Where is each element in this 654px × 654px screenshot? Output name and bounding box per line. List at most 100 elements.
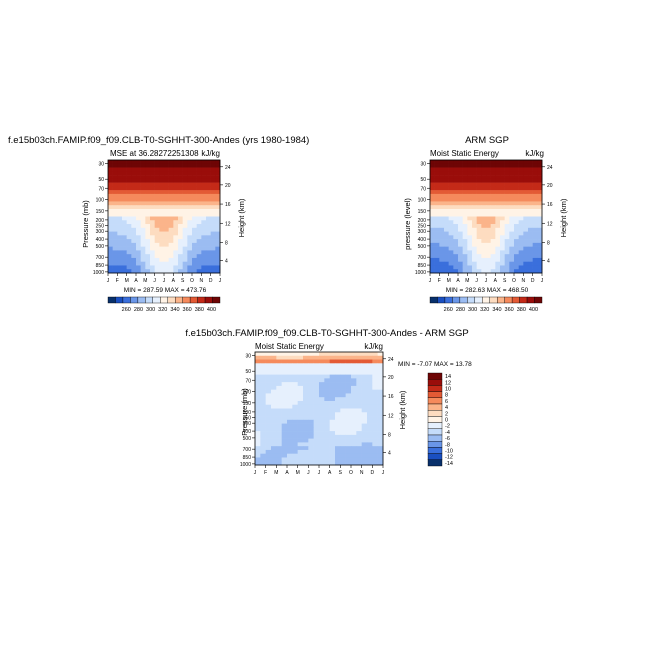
panel2-cell	[434, 269, 440, 274]
panel3-cell	[345, 378, 352, 383]
panel1-cell	[122, 201, 127, 206]
panel3-cell	[356, 412, 362, 417]
panel1-cell	[178, 235, 183, 240]
panel2-cell	[514, 186, 519, 191]
panel2-cell	[490, 182, 496, 187]
panel1-cell	[187, 269, 193, 274]
panel2-cell	[514, 227, 519, 232]
panel1-cell	[145, 235, 151, 240]
panel2-cell	[486, 224, 491, 229]
panel3-colorbar-box	[427, 379, 443, 386]
panel3-cell	[292, 352, 298, 357]
panel3-y-tick-label: 50	[245, 369, 251, 375]
panel2-cell	[509, 216, 515, 221]
panel1-cell	[122, 257, 127, 262]
panel1-cell	[108, 224, 113, 229]
panel3-cell	[329, 367, 336, 372]
panel2-cell	[509, 235, 515, 240]
panel1-cell	[117, 231, 123, 236]
panel1-cell	[154, 269, 160, 274]
panel1-cell	[168, 182, 174, 187]
panel1-cell	[117, 197, 123, 202]
panel2-cell	[476, 224, 482, 229]
panel2-cell	[528, 269, 533, 274]
panel1-cell	[178, 242, 183, 247]
panel1-y-tick-label: 1000	[93, 270, 104, 276]
panel1-cell	[108, 171, 113, 176]
panel2-cell	[462, 178, 468, 183]
panel3-cell	[335, 385, 341, 390]
panel2-cell	[467, 197, 473, 202]
panel3-cell	[255, 457, 261, 462]
panel2-cell	[444, 224, 449, 229]
panel2-cell	[537, 246, 543, 251]
panel2-cell	[467, 201, 473, 206]
panel3-cell	[356, 449, 362, 454]
panel3-cell	[361, 419, 368, 424]
panel2-cell	[518, 167, 524, 172]
panel3-cell	[367, 434, 373, 439]
panel2-cell	[472, 175, 477, 180]
panel1-colorbar-label: 340	[170, 307, 179, 313]
panel3-cell	[287, 461, 293, 466]
panel3-cell	[377, 416, 384, 421]
panel3-cell	[281, 367, 288, 372]
panel2-cell	[537, 242, 543, 247]
panel2-cell	[504, 269, 510, 274]
panel2-cell	[453, 224, 459, 229]
panel3-cell	[276, 378, 282, 383]
panel3-colorbar-label: 0	[445, 418, 448, 424]
panel3-cell	[297, 352, 304, 357]
panel3-cell	[356, 400, 362, 406]
panel3-cell	[340, 359, 346, 364]
panel2-cell	[514, 212, 519, 217]
panel1-cell	[196, 193, 202, 198]
panel3-x-tick-label: A	[285, 470, 289, 476]
panel2-cell	[467, 208, 473, 214]
panel3-cell	[313, 457, 320, 462]
panel1-cell	[150, 212, 155, 217]
panel3-cell	[313, 363, 320, 368]
panel1-cell	[182, 216, 188, 221]
panel3-cell	[345, 449, 352, 454]
panel1-cell	[168, 224, 174, 229]
panel1-colorbar-box	[174, 296, 183, 304]
panel3-cell	[287, 453, 293, 458]
panel1-cell	[140, 246, 146, 251]
panel3-cell	[329, 352, 336, 357]
panel3-cell	[271, 374, 277, 379]
panel1-cell	[150, 160, 155, 165]
panel1-cell	[192, 224, 197, 229]
panel2-cell	[462, 242, 468, 247]
panel2-cell	[472, 208, 477, 214]
panel1-cell	[154, 193, 160, 198]
panel2-cell	[467, 190, 473, 195]
panel3-cell	[356, 385, 362, 390]
panel2-cell	[472, 186, 477, 191]
panel2-x-tick-label: D	[531, 278, 535, 284]
panel2-cell	[481, 257, 487, 262]
panel3-cell	[361, 404, 368, 409]
panel2-colorbar-box	[437, 296, 446, 304]
panel1-cell	[112, 254, 118, 259]
panel3-cell	[377, 453, 384, 458]
panel3-cell	[287, 419, 293, 424]
panel3-cell	[377, 457, 384, 462]
panel2-cell	[537, 175, 543, 180]
panel3-cell	[276, 367, 282, 372]
panel3-cell	[303, 423, 309, 428]
panel2-cell	[486, 208, 491, 214]
panel2-cell	[509, 250, 515, 255]
panel2-cell	[514, 171, 519, 176]
panel3-cell	[329, 404, 336, 409]
panel3-cell	[276, 385, 282, 390]
panel2-cell	[528, 254, 533, 259]
panel3-cell	[308, 389, 314, 394]
panel3-cell	[287, 457, 293, 462]
panel2-cell	[504, 239, 510, 244]
panel1-cell	[154, 163, 160, 168]
panel2-cell	[523, 242, 529, 247]
panel1-cell	[201, 186, 207, 191]
panel3-colorbar-label: -8	[445, 442, 450, 448]
panel1-y-right-tick-label: 20	[225, 183, 231, 189]
